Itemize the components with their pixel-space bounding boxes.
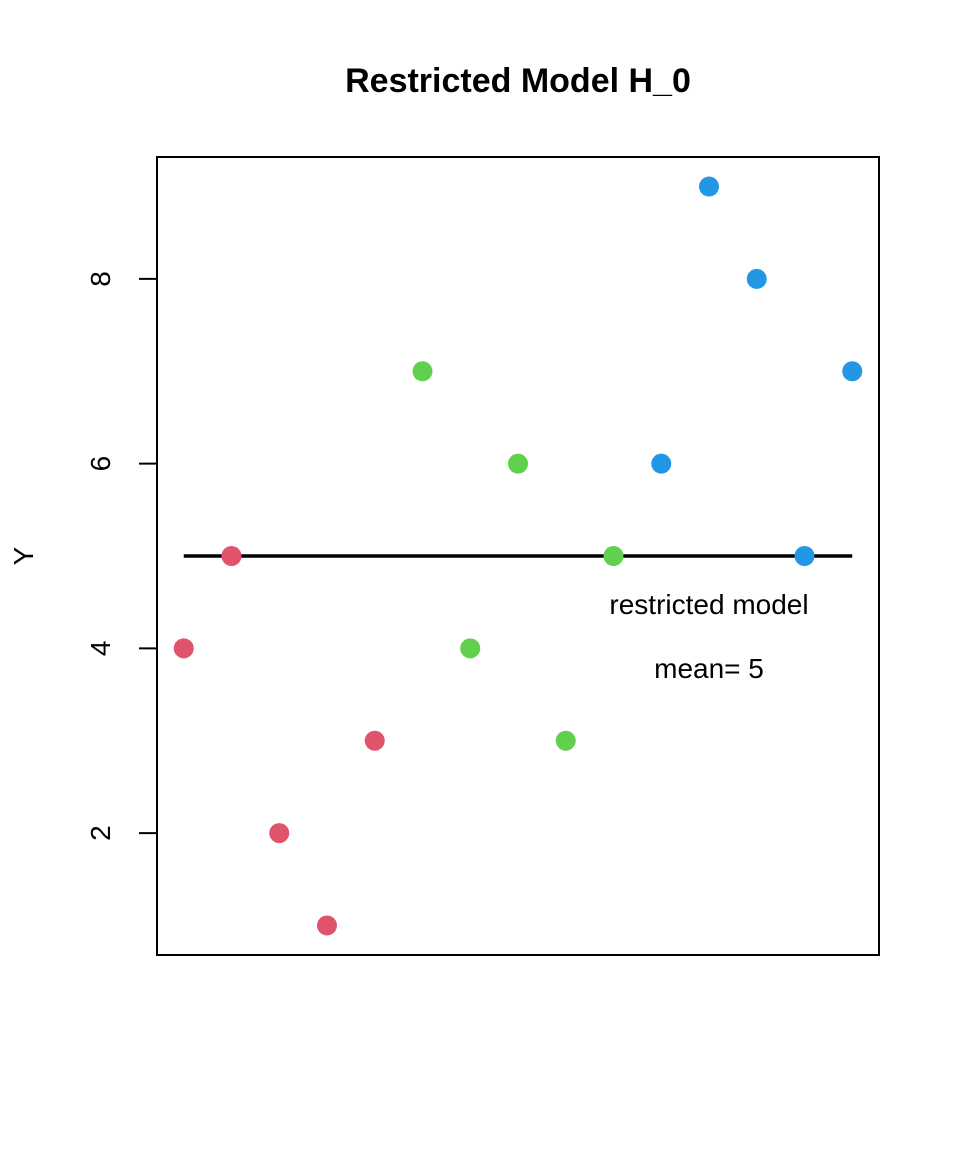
y-tick-label: 8 bbox=[85, 271, 116, 287]
y-tick-label: 4 bbox=[85, 641, 116, 657]
point bbox=[508, 453, 528, 474]
point bbox=[460, 638, 481, 659]
point bbox=[842, 361, 863, 382]
y-axis-label: Y bbox=[8, 546, 39, 565]
y-tick-label: 2 bbox=[85, 825, 116, 841]
chart-title: Restricted Model H_0 bbox=[345, 62, 691, 100]
annotation: restricted model bbox=[609, 589, 808, 620]
annotation: mean= 5 bbox=[654, 653, 764, 684]
point bbox=[794, 546, 815, 566]
point bbox=[269, 823, 290, 844]
point bbox=[412, 361, 433, 382]
point bbox=[603, 546, 624, 566]
point bbox=[746, 268, 767, 289]
plot-box bbox=[156, 156, 880, 956]
point bbox=[221, 546, 242, 566]
point bbox=[364, 730, 385, 751]
point bbox=[651, 453, 672, 474]
point bbox=[699, 176, 720, 197]
point bbox=[555, 730, 576, 751]
point bbox=[316, 915, 337, 936]
point bbox=[173, 638, 194, 659]
y-tick-label: 6 bbox=[85, 456, 116, 472]
